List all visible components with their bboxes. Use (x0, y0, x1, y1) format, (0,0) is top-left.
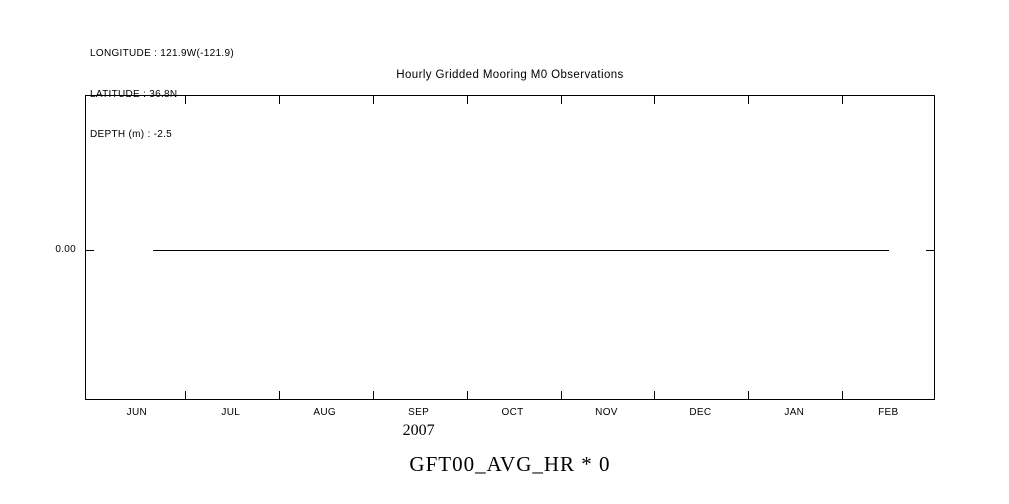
x-tick-label: DEC (689, 407, 712, 418)
x-tick-label: OCT (501, 407, 524, 418)
x-axis-year-label: 2007 (402, 422, 435, 439)
x-axis-tick-top (748, 96, 750, 104)
x-axis-tick-top (466, 96, 468, 104)
x-axis-tick-bottom (466, 391, 468, 399)
y-axis-tick-label: 0.00 (55, 244, 76, 255)
y-axis-tick-left (86, 250, 94, 251)
x-axis-tick-bottom (184, 391, 186, 399)
x-tick-label: NOV (595, 407, 618, 418)
series-line (153, 250, 890, 251)
x-axis-tick-bottom (654, 391, 656, 399)
longitude-label: LONGITUDE : 121.9W(-121.9) (90, 48, 234, 59)
metadata-block: LONGITUDE : 121.9W(-121.9) LATITUDE : 36… (90, 20, 234, 169)
x-axis-tick-bottom (278, 391, 280, 399)
x-axis-tick-top (560, 96, 562, 104)
x-axis-tick-bottom (372, 391, 374, 399)
x-tick-label: JUN (126, 407, 148, 418)
x-tick-label: JUL (221, 407, 241, 418)
x-tick-label: SEP (408, 407, 430, 418)
depth-label: DEPTH (m) : -2.5 (90, 129, 173, 140)
x-tick-label: AUG (313, 407, 336, 418)
x-axis-tick-bottom (748, 391, 750, 399)
x-axis-tick-bottom (560, 391, 562, 399)
x-axis-tick-top (184, 96, 186, 104)
chart-title: Hourly Gridded Mooring M0 Observations (396, 69, 624, 81)
x-axis-tick-top (278, 96, 280, 104)
x-axis-tick-top (372, 96, 374, 104)
x-tick-label: FEB (878, 407, 899, 418)
latitude-label: LATITUDE : 36.8N (90, 88, 178, 100)
y-axis-tick-right (926, 250, 934, 251)
variable-label: GFT00_AVG_HR * 0 (409, 452, 611, 476)
x-axis-tick-top (842, 96, 844, 104)
plot-area (85, 95, 935, 400)
x-tick-label: JAN (784, 407, 805, 418)
x-axis-tick-top (654, 96, 656, 104)
x-axis-tick-bottom (842, 391, 844, 399)
